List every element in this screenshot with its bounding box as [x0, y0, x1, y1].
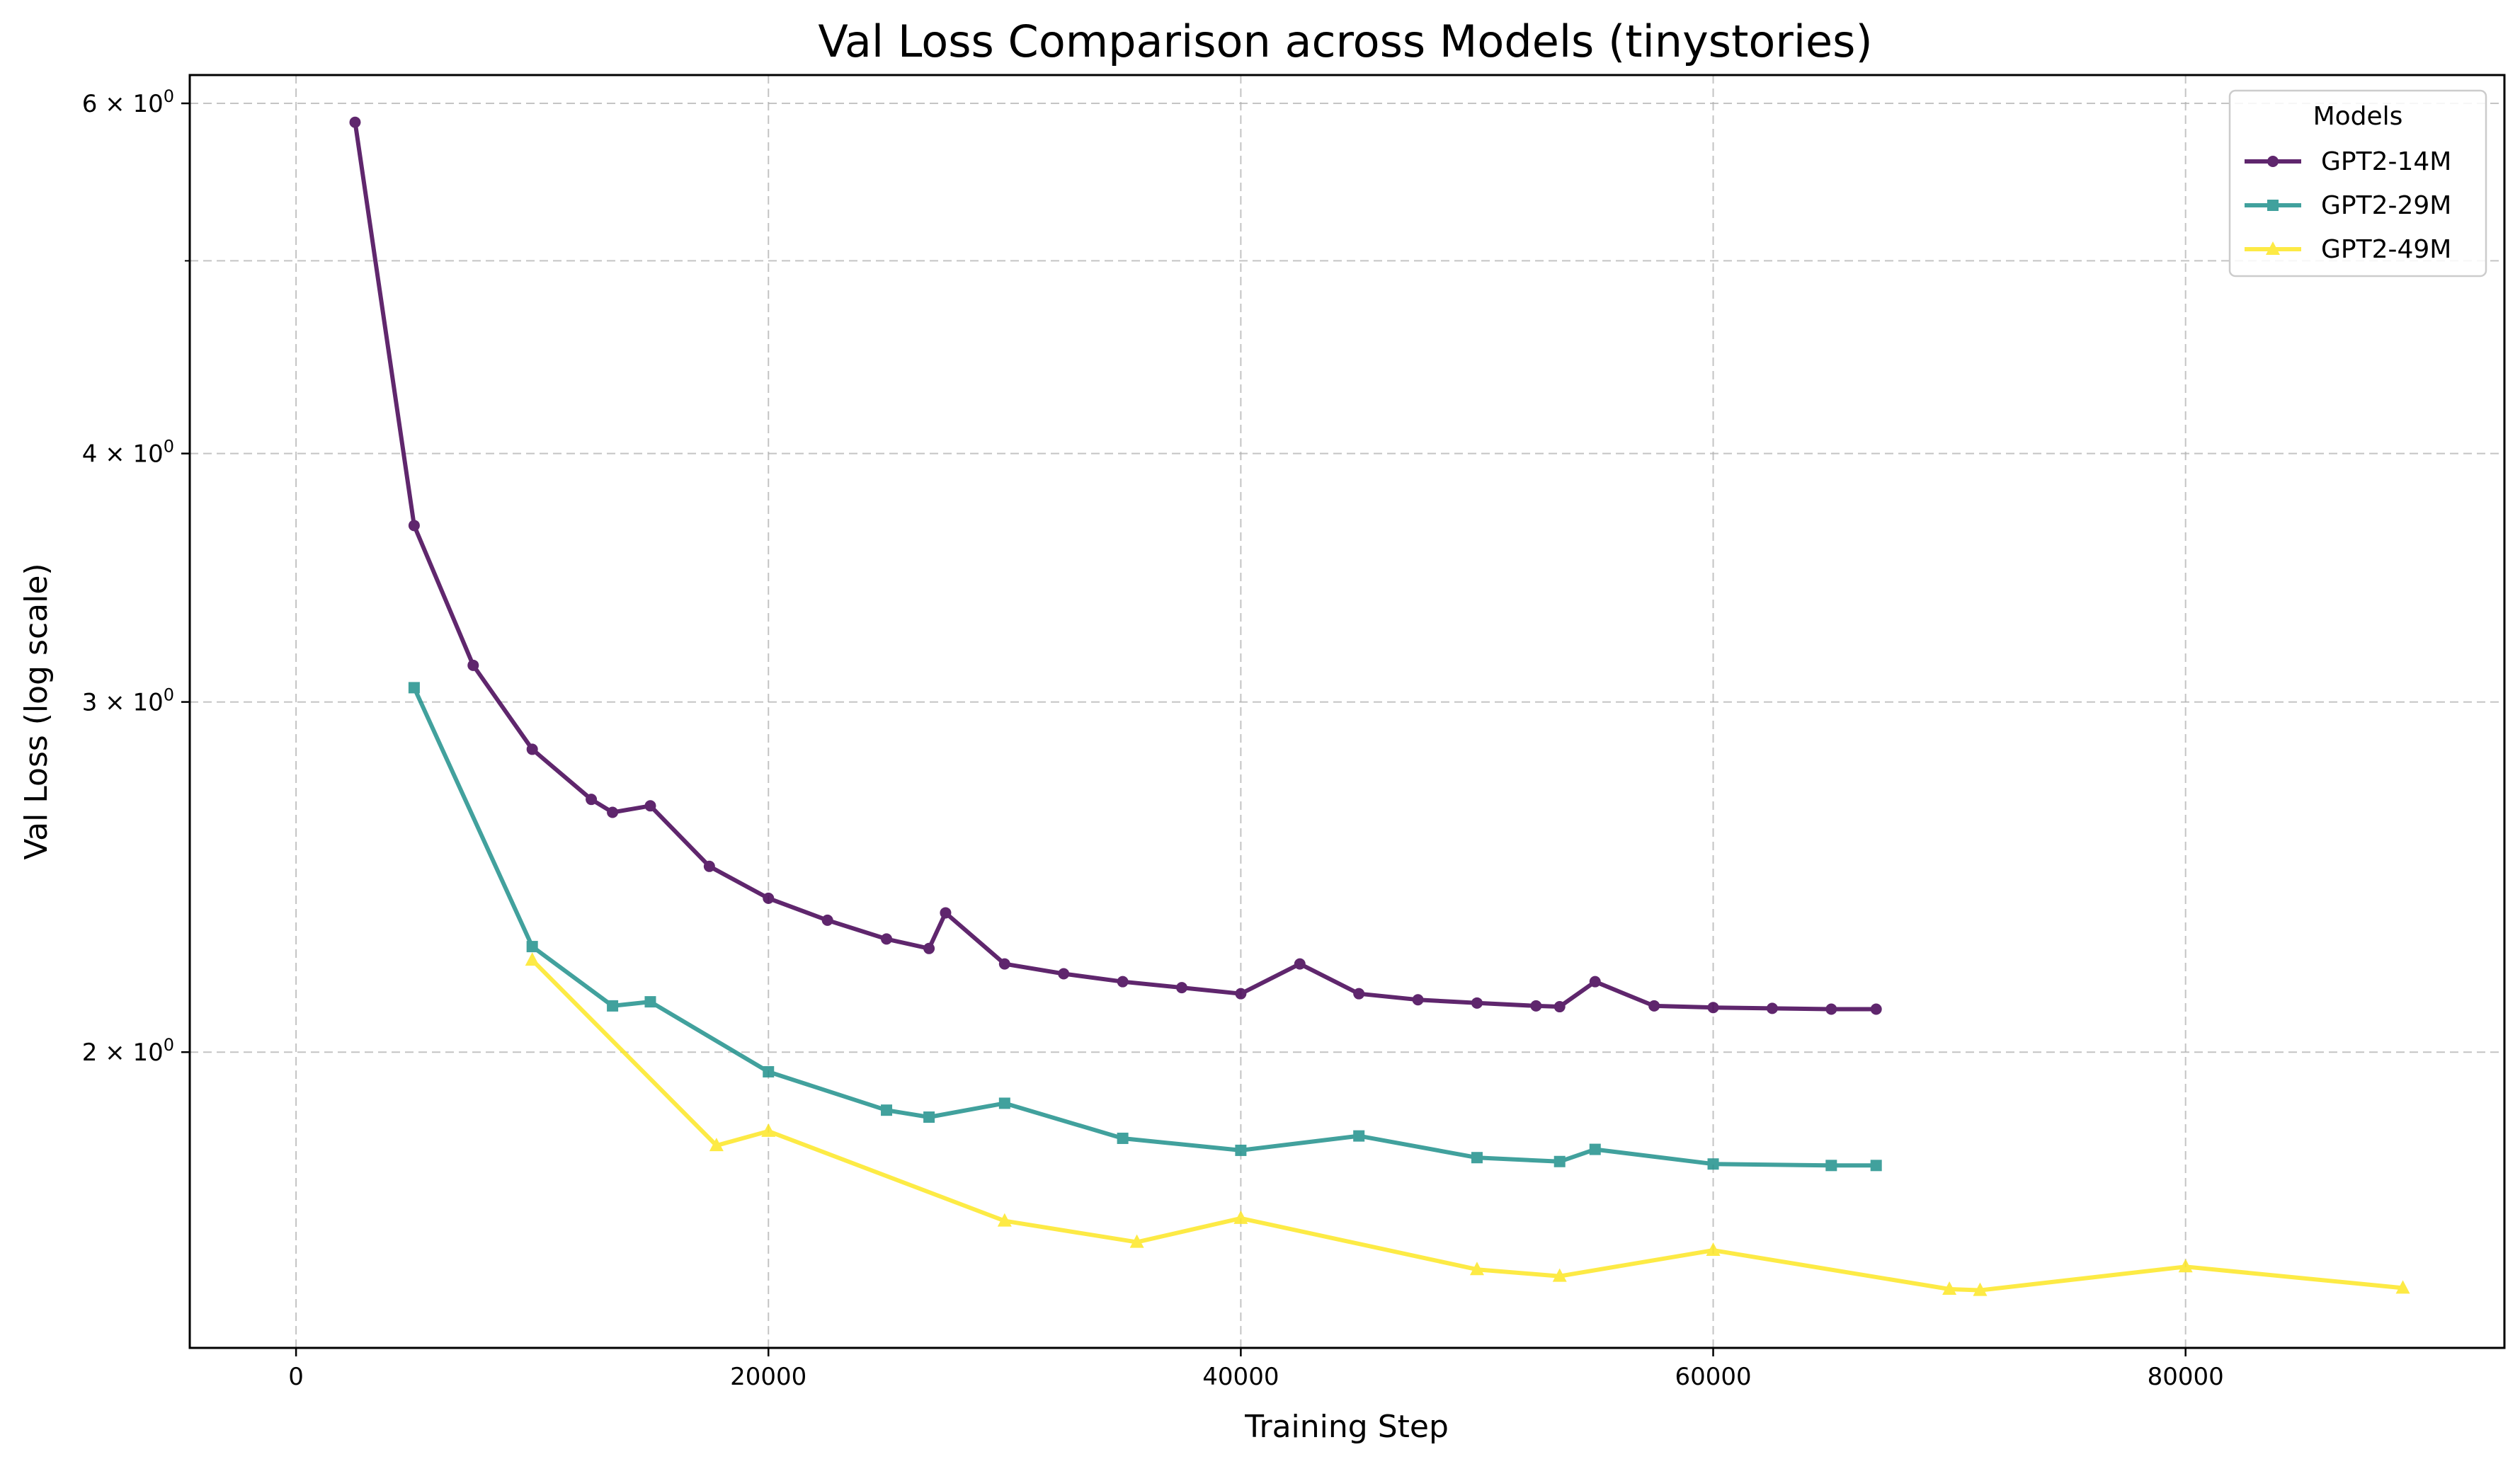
data-point-gpt2-14m [1589, 976, 1601, 988]
data-point-gpt2-14m [607, 806, 619, 818]
y-tick-label: 4 × 100 [82, 437, 174, 469]
data-point-gpt2-29m [1589, 1143, 1601, 1155]
data-point-gpt2-14m [703, 860, 715, 872]
data-point-gpt2-49m [2395, 1280, 2410, 1294]
data-point-gpt2-49m [1552, 1268, 1567, 1282]
legend-label-gpt2-14m: GPT2-14M [2321, 147, 2451, 176]
data-point-gpt2-49m [1973, 1282, 1988, 1296]
data-point-gpt2-14m [998, 958, 1010, 970]
data-point-gpt2-14m [763, 892, 775, 904]
data-point-gpt2-14m [1412, 994, 1424, 1006]
legend-label-gpt2-49m: GPT2-49M [2321, 235, 2451, 264]
data-point-gpt2-49m [1942, 1281, 1957, 1295]
series-gpt2-29m [408, 682, 1882, 1172]
data-point-gpt2-49m [1469, 1262, 1484, 1276]
data-point-gpt2-14m [1058, 968, 1070, 980]
x-tick-label: 0 [288, 1363, 304, 1391]
data-point-gpt2-14m [644, 800, 656, 812]
data-point-gpt2-29m [1471, 1152, 1483, 1164]
data-point-gpt2-49m [1233, 1210, 1248, 1224]
data-point-gpt2-49m [1706, 1242, 1721, 1257]
data-point-gpt2-14m [586, 794, 598, 806]
data-point-gpt2-29m [1235, 1144, 1247, 1156]
data-point-gpt2-29m [526, 941, 538, 953]
data-point-gpt2-14m [1471, 997, 1483, 1009]
data-point-gpt2-29m [998, 1097, 1010, 1109]
data-point-gpt2-29m [1825, 1160, 1837, 1172]
data-point-gpt2-29m [1707, 1158, 1719, 1170]
data-point-gpt2-14m [881, 933, 893, 945]
data-point-gpt2-49m [525, 952, 540, 966]
data-point-gpt2-14m [940, 907, 952, 919]
data-point-gpt2-14m [1235, 988, 1247, 1000]
series-layer [349, 116, 2410, 1296]
legend-entry-gpt2-29m [2245, 200, 2301, 211]
grid-lines [190, 75, 2504, 1348]
data-point-gpt2-14m [1353, 988, 1365, 1000]
data-point-gpt2-29m [408, 682, 420, 694]
data-point-gpt2-29m [1117, 1132, 1129, 1144]
data-point-gpt2-14m [1825, 1003, 1837, 1015]
data-point-gpt2-14m [821, 914, 833, 926]
data-point-gpt2-14m [1707, 1002, 1719, 1014]
data-point-gpt2-29m [881, 1104, 893, 1116]
y-tick-label: 3 × 100 [82, 685, 174, 717]
data-point-gpt2-14m [1553, 1001, 1566, 1013]
y-tick-label: 6 × 100 [82, 86, 174, 118]
legend-items: GPT2-14M GPT2-29M GPT2-49M [2245, 147, 2451, 264]
data-point-gpt2-49m [1129, 1234, 1144, 1248]
legend-marker-gpt2-29m [2267, 200, 2279, 211]
x-tick-label: 20000 [730, 1363, 806, 1391]
x-axis-label: Training Step [1244, 1409, 1449, 1445]
data-point-gpt2-29m [923, 1111, 935, 1123]
data-point-gpt2-14m [467, 659, 479, 671]
data-point-gpt2-14m [1648, 1000, 1660, 1012]
legend-entry-gpt2-49m [2245, 241, 2301, 255]
data-point-gpt2-14m [408, 520, 420, 532]
data-point-gpt2-14m [1530, 1000, 1542, 1012]
data-point-gpt2-49m [2178, 1259, 2193, 1273]
data-point-gpt2-29m [1553, 1155, 1566, 1167]
data-point-gpt2-14m [1870, 1003, 1882, 1015]
data-point-gpt2-29m [607, 1000, 619, 1012]
series-gpt2-49m [525, 952, 2410, 1296]
data-point-gpt2-14m [349, 116, 361, 128]
chart-title: Val Loss Comparison across Models (tinys… [818, 16, 1872, 67]
legend-box [2228, 89, 2487, 278]
data-point-gpt2-49m [761, 1123, 776, 1137]
data-point-gpt2-14m [923, 942, 935, 954]
x-tick-label: 40000 [1202, 1363, 1279, 1391]
y-axis-label: Val Loss (log scale) [18, 563, 55, 859]
data-point-gpt2-14m [1117, 976, 1129, 988]
legend-marker-gpt2-49m [2266, 241, 2280, 255]
data-point-gpt2-29m [644, 996, 656, 1008]
data-point-gpt2-14m [1176, 982, 1187, 994]
y-tick-label: 2 × 100 [82, 1035, 174, 1067]
plot-frame [188, 74, 2506, 1349]
data-point-gpt2-14m [1766, 1002, 1778, 1014]
data-point-gpt2-14m [526, 743, 538, 755]
legend-title: Models [2313, 102, 2403, 131]
data-point-gpt2-14m [1294, 958, 1306, 970]
legend-entry-gpt2-14m [2245, 156, 2301, 167]
x-tick-label: 80000 [2148, 1363, 2224, 1391]
data-point-gpt2-29m [1870, 1160, 1882, 1172]
data-point-gpt2-29m [1353, 1130, 1365, 1142]
legend-marker-gpt2-14m [2267, 156, 2279, 167]
series-gpt2-14m [349, 116, 1882, 1015]
data-point-gpt2-29m [763, 1065, 775, 1077]
data-point-gpt2-49m [709, 1138, 724, 1152]
x-tick-label: 60000 [1675, 1363, 1751, 1391]
axis-ticks: 0 20000 40000 60000 80000 2 × 100 3 × 100 4 × 1… [82, 86, 2224, 1391]
legend: Models GPT2-14M GPT2-29M GPT2-49M [2228, 89, 2487, 278]
legend-label-gpt2-29m: GPT2-29M [2321, 191, 2451, 220]
data-point-gpt2-49m [997, 1213, 1012, 1227]
